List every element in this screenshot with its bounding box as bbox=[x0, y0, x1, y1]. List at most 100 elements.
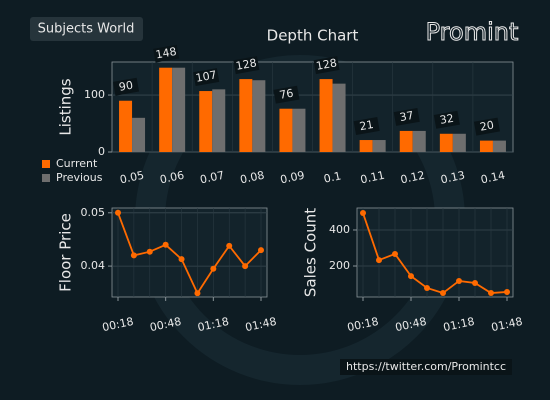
point bbox=[178, 256, 185, 263]
point bbox=[488, 290, 494, 297]
x-tick-label: 0.08 bbox=[239, 169, 266, 187]
bar bbox=[279, 108, 293, 152]
value-label-box bbox=[473, 117, 500, 136]
x-tick-label: 0.12 bbox=[399, 169, 426, 187]
point bbox=[472, 279, 478, 286]
x-tick-label: 01:48 bbox=[490, 315, 524, 334]
x-tick-label: 00:18 bbox=[101, 315, 135, 334]
x-tick-label: 00:48 bbox=[149, 315, 183, 334]
value-label: 90 bbox=[118, 79, 134, 94]
bar bbox=[372, 140, 386, 152]
badge-box bbox=[30, 17, 143, 41]
bar bbox=[199, 91, 213, 152]
bar bbox=[119, 100, 133, 152]
value-label: 20 bbox=[479, 118, 495, 133]
legend-label: Previous bbox=[56, 171, 103, 184]
point bbox=[146, 248, 153, 255]
bar bbox=[332, 83, 346, 152]
x-tick-label: 01:18 bbox=[442, 315, 476, 334]
value-label-box bbox=[433, 110, 460, 129]
x-tick-label: 0.14 bbox=[480, 169, 507, 187]
y-axis-label: Floor Price bbox=[57, 213, 75, 292]
x-tick-label: 0.06 bbox=[159, 169, 186, 187]
footer-url: https://twitter.com/Promintcc bbox=[346, 360, 506, 373]
bar bbox=[212, 89, 226, 152]
value-label: 76 bbox=[278, 87, 294, 102]
badge: Subjects World bbox=[38, 22, 135, 37]
x-tick-label: 00:18 bbox=[346, 315, 380, 334]
point bbox=[408, 273, 414, 280]
value-label-box bbox=[113, 77, 140, 96]
x-tick-label: 0.1 bbox=[323, 169, 343, 185]
y-tick-label: 0 bbox=[98, 145, 105, 158]
value-label: 32 bbox=[439, 112, 455, 127]
bar bbox=[399, 130, 413, 152]
value-label: 107 bbox=[195, 68, 218, 84]
point bbox=[210, 265, 217, 272]
bar bbox=[412, 130, 426, 152]
bar bbox=[439, 133, 453, 152]
chart-title: Depth Chart bbox=[267, 27, 359, 45]
legend-label: Current bbox=[56, 157, 98, 170]
value-label-box bbox=[393, 107, 420, 126]
value-label: 21 bbox=[359, 118, 375, 133]
y-tick-label: 100 bbox=[84, 88, 105, 101]
y-axis-label: Sales Count bbox=[302, 208, 320, 297]
x-tick-label: 01:48 bbox=[244, 315, 278, 334]
footer-box bbox=[340, 359, 512, 375]
value-label-box bbox=[273, 85, 300, 104]
x-tick-label: 0.11 bbox=[359, 169, 386, 187]
x-tick-label: 01:18 bbox=[196, 315, 230, 334]
plot-area bbox=[111, 207, 268, 298]
x-tick-label: 0.09 bbox=[279, 169, 306, 187]
x-tick-label: 0.05 bbox=[119, 169, 146, 187]
bar bbox=[172, 67, 186, 152]
y-tick-label: 200 bbox=[329, 259, 350, 272]
point bbox=[376, 257, 382, 264]
value-label-box bbox=[193, 68, 220, 87]
y-tick-label: 400 bbox=[329, 223, 350, 236]
y-tick-label: 0.04 bbox=[81, 259, 106, 272]
legend-swatch bbox=[42, 160, 50, 168]
y-axis-label: Listings bbox=[57, 78, 75, 135]
point bbox=[226, 242, 233, 249]
value-label-box bbox=[353, 117, 380, 136]
bar bbox=[292, 108, 306, 152]
plot-area bbox=[356, 207, 514, 298]
point bbox=[456, 277, 462, 284]
bar bbox=[492, 140, 506, 152]
legend-swatch bbox=[42, 174, 50, 182]
bar bbox=[319, 79, 333, 152]
point bbox=[242, 263, 249, 270]
bar bbox=[132, 117, 146, 152]
point bbox=[162, 241, 169, 248]
point bbox=[115, 209, 121, 216]
point bbox=[194, 290, 201, 297]
x-tick-label: 0.07 bbox=[199, 169, 226, 187]
logo: Promint bbox=[426, 18, 519, 46]
bar bbox=[159, 67, 173, 152]
x-tick-label: 0.13 bbox=[439, 169, 466, 187]
point bbox=[258, 247, 264, 254]
line bbox=[362, 212, 508, 295]
point bbox=[440, 290, 446, 297]
x-tick-label: 00:48 bbox=[394, 315, 428, 334]
bar bbox=[479, 140, 493, 152]
line bbox=[117, 212, 262, 296]
value-label-box bbox=[153, 44, 180, 63]
value-label: 128 bbox=[315, 56, 338, 72]
value-label-box bbox=[313, 56, 340, 75]
bar bbox=[239, 79, 253, 152]
value-label-box bbox=[233, 56, 260, 75]
point bbox=[360, 210, 366, 217]
bar bbox=[452, 133, 466, 152]
y-tick-label: 0.05 bbox=[81, 206, 106, 219]
value-label: 148 bbox=[155, 45, 178, 61]
point bbox=[130, 252, 137, 259]
value-label: 128 bbox=[235, 56, 258, 72]
value-label: 37 bbox=[399, 109, 415, 124]
point bbox=[392, 250, 398, 257]
point bbox=[424, 284, 430, 291]
bar bbox=[252, 80, 266, 152]
